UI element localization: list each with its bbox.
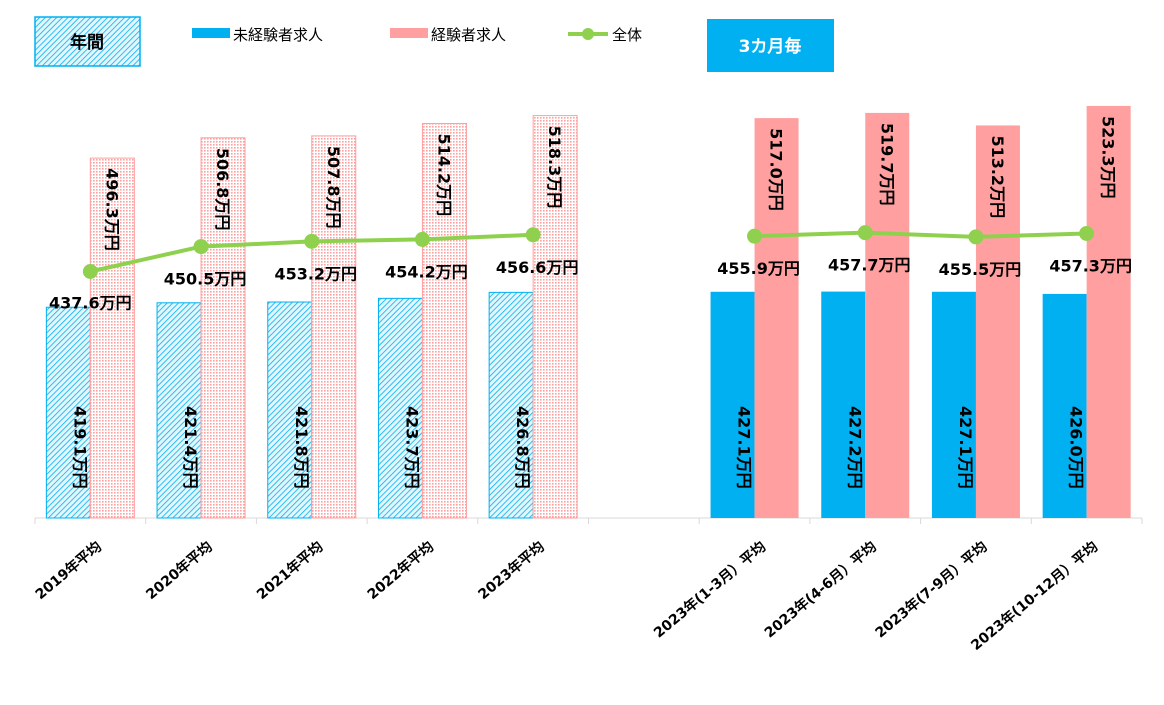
bar-experienced bbox=[975, 125, 1020, 519]
data-label-overall: 454.2万円 bbox=[385, 262, 468, 281]
data-label-experienced: 513.2万円 bbox=[988, 135, 1007, 218]
data-label-inexperienced: 421.8万円 bbox=[292, 406, 311, 489]
bar-inexperienced bbox=[1042, 293, 1087, 518]
x-tick-label: 2023年(1-3月）平均 bbox=[650, 538, 769, 641]
data-label-experienced: 506.8万円 bbox=[213, 148, 232, 231]
legend: 年間 未経験者求人 経験者求人 全体 3カ月毎 bbox=[34, 16, 834, 72]
data-label-inexperienced: 419.1万円 bbox=[70, 406, 89, 489]
bar-experienced bbox=[754, 118, 799, 518]
data-label-inexperienced: 427.1万円 bbox=[735, 406, 754, 489]
bar-experienced bbox=[311, 135, 357, 519]
data-label-inexperienced: 427.2万円 bbox=[845, 406, 864, 489]
marker-overall bbox=[747, 228, 763, 244]
data-label-experienced: 523.3万円 bbox=[1099, 116, 1118, 199]
x-tick-label: 2023年(7-9月）平均 bbox=[872, 538, 991, 641]
bar-experienced bbox=[532, 115, 578, 519]
x-tick-label: 2019年平均 bbox=[32, 538, 105, 603]
x-tick-label: 2023年(10-12月）平均 bbox=[968, 538, 1102, 654]
bar-inexperienced bbox=[377, 297, 423, 519]
legend-label-experienced: 経験者求人 bbox=[431, 26, 506, 44]
x-tick-label: 2022年平均 bbox=[364, 538, 437, 603]
data-label-overall: 457.3万円 bbox=[1049, 256, 1132, 275]
legend-label-inexperienced: 未経験者求人 bbox=[233, 26, 323, 44]
data-label-overall: 457.7万円 bbox=[828, 256, 911, 275]
data-label-inexperienced: 426.8万円 bbox=[513, 406, 532, 489]
data-label-inexperienced: 423.7万円 bbox=[402, 406, 421, 489]
bar-experienced bbox=[200, 137, 246, 519]
bar-inexperienced bbox=[931, 291, 976, 518]
bar-inexperienced bbox=[267, 301, 313, 519]
data-label-overall: 455.9万円 bbox=[717, 259, 800, 278]
quarterly-badge bbox=[707, 19, 834, 72]
bar-inexperienced bbox=[156, 302, 202, 519]
data-label-overall: 456.6万円 bbox=[496, 258, 579, 277]
data-label-experienced: 519.7万円 bbox=[877, 123, 896, 206]
marker-overall bbox=[414, 231, 430, 247]
x-tick-label: 2021年平均 bbox=[253, 538, 326, 603]
line-overall bbox=[754, 230, 1087, 239]
legend-swatch-inexperienced bbox=[192, 28, 230, 38]
marker-overall bbox=[304, 233, 320, 249]
marker-overall bbox=[82, 264, 98, 279]
x-tick-label: 2020年平均 bbox=[143, 538, 216, 603]
x-tick-label: 2023年平均 bbox=[475, 538, 548, 603]
data-label-inexperienced: 426.0万円 bbox=[1067, 406, 1086, 489]
data-label-experienced: 514.2万円 bbox=[434, 134, 453, 217]
annual-badge-label: 年間 bbox=[70, 32, 104, 53]
marker-overall bbox=[193, 239, 209, 255]
data-label-experienced: 517.0万円 bbox=[767, 128, 786, 211]
data-label-overall: 437.6万円 bbox=[49, 294, 132, 313]
bar-inexperienced bbox=[710, 291, 755, 518]
bar-inexperienced bbox=[488, 291, 534, 519]
marker-overall bbox=[968, 229, 984, 245]
bar-inexperienced bbox=[45, 306, 91, 519]
plot-area: 419.1万円 496.3万円 2019年平均 421.4万円 506.8万円 2020年… bbox=[32, 105, 1143, 654]
annual-badge bbox=[34, 16, 141, 67]
bar-inexperienced bbox=[821, 291, 866, 518]
data-label-inexperienced: 421.4万円 bbox=[181, 406, 200, 489]
marker-overall bbox=[525, 227, 541, 243]
legend-marker-overall bbox=[582, 28, 594, 40]
data-label-overall: 455.5万円 bbox=[939, 260, 1022, 279]
data-label-experienced: 518.3万円 bbox=[545, 126, 564, 209]
bar-experienced bbox=[1086, 105, 1131, 519]
data-label-overall: 453.2万円 bbox=[274, 264, 357, 283]
marker-overall bbox=[857, 225, 873, 241]
marker-overall bbox=[1079, 225, 1095, 241]
bar-experienced bbox=[421, 123, 467, 519]
quarterly-badge-label: 3カ月毎 bbox=[739, 36, 802, 57]
data-label-overall: 450.5万円 bbox=[164, 270, 247, 289]
data-label-inexperienced: 427.1万円 bbox=[956, 406, 975, 489]
legend-label-overall: 全体 bbox=[612, 26, 642, 44]
bar-experienced bbox=[89, 157, 135, 519]
data-label-experienced: 507.8万円 bbox=[324, 146, 343, 229]
x-tick-label: 2023年(4-6月）平均 bbox=[761, 538, 880, 641]
legend-swatch-experienced bbox=[390, 28, 428, 38]
data-label-experienced: 496.3万円 bbox=[102, 168, 121, 251]
bar-experienced bbox=[865, 112, 910, 518]
